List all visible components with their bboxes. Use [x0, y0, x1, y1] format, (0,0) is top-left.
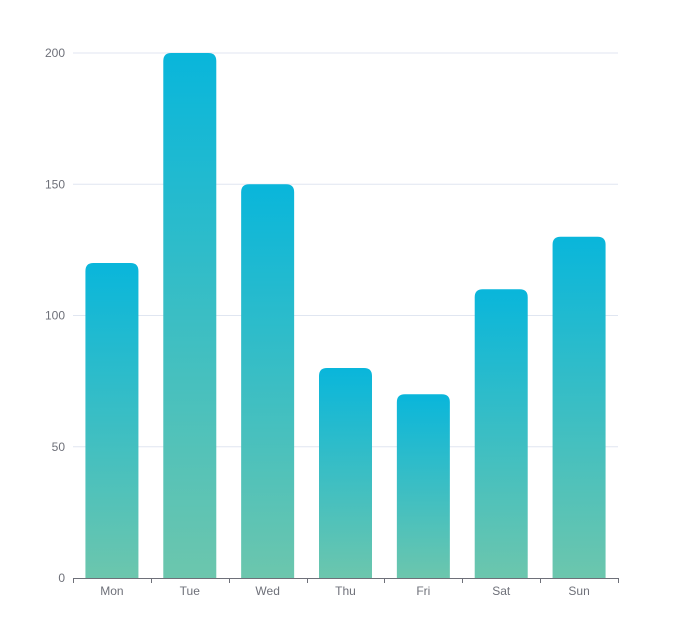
bar-mon[interactable]: [85, 263, 139, 578]
y-axis-tick-labels: 0 50 100 150 200: [45, 46, 65, 585]
x-tick-label: Thu: [335, 584, 356, 598]
x-tick-label: Tue: [180, 584, 201, 598]
bar-wed[interactable]: [241, 184, 295, 578]
y-tick-label: 150: [45, 177, 65, 191]
x-tick-label: Fri: [416, 584, 430, 598]
x-tick-label: Mon: [100, 584, 123, 598]
x-axis-tick-labels: Mon Tue Wed Thu Fri Sat Sun: [100, 584, 589, 598]
bar-thu[interactable]: [319, 368, 372, 578]
y-tick-label: 50: [52, 440, 66, 454]
bar-series: [85, 53, 606, 578]
x-tick-label: Sun: [568, 584, 589, 598]
x-tick-label: Wed: [255, 584, 279, 598]
x-axis: [73, 578, 619, 583]
y-tick-label: 200: [45, 46, 65, 60]
bar-sun[interactable]: [552, 236, 606, 578]
bar-sat[interactable]: [474, 289, 528, 578]
y-tick-label: 100: [45, 309, 65, 323]
x-tick-label: Sat: [492, 584, 511, 598]
bar-fri[interactable]: [396, 394, 450, 578]
y-tick-label: 0: [58, 571, 65, 585]
bar-tue[interactable]: [163, 53, 217, 578]
